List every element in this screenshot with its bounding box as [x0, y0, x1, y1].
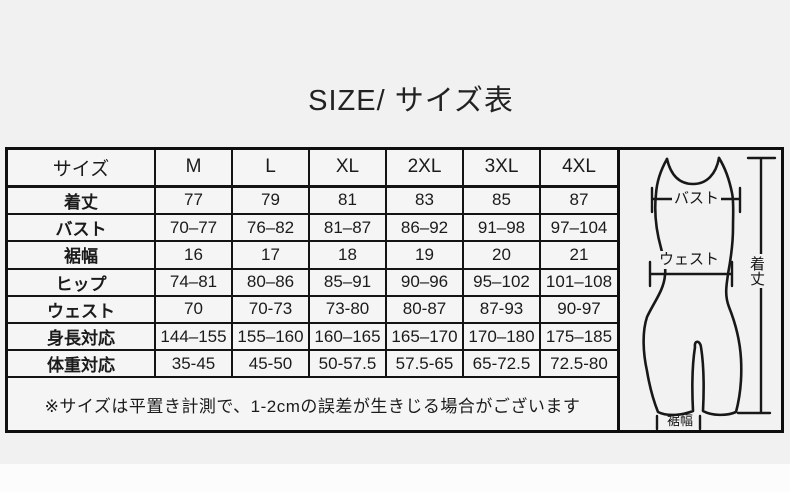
table-cell: 101–108	[539, 267, 618, 297]
header-size-m: M	[154, 148, 233, 188]
table-cell: 70–77	[154, 213, 233, 243]
row-label-bust: バスト	[7, 213, 156, 243]
measurement-note: ※サイズは平置き計測で、1-2cmの誤差が生きじる場合がございます	[7, 376, 618, 431]
header-size-3xl: 3XL	[462, 148, 541, 188]
table-cell: 16	[154, 240, 233, 270]
swimsuit-measurement-diagram: バスト ウェスト 着丈 裾幅	[617, 150, 781, 430]
header-size-2xl: 2XL	[385, 148, 464, 188]
header-size-label: サイズ	[7, 148, 156, 188]
table-cell: 35-45	[154, 349, 233, 379]
table-cell: 85–91	[308, 267, 387, 297]
table-cell: 21	[539, 240, 618, 270]
table-cell: 72.5-80	[539, 349, 618, 379]
table-row-hem-width: 裾幅 16 17 18 19 20 21	[7, 240, 618, 270]
table-cell: 86–92	[385, 213, 464, 243]
table-cell: 17	[231, 240, 310, 270]
table-row-waist: ウェスト 70 70-73 73-80 80-87 87-93 90-97	[7, 294, 618, 324]
table-cell: 70	[154, 294, 233, 324]
table-cell: 83	[385, 185, 464, 216]
table-cell: 57.5-65	[385, 349, 464, 379]
header-size-xl: XL	[308, 148, 387, 188]
table-cell: 74–81	[154, 267, 233, 297]
table-note-row: ※サイズは平置き計測で、1-2cmの誤差が生きじる場合がございます	[7, 376, 618, 431]
row-label-waist: ウェスト	[7, 294, 156, 324]
bottom-background-strip	[0, 464, 790, 492]
table-cell: 155–160	[231, 321, 310, 352]
table-cell: 81–87	[308, 213, 387, 243]
table-cell: 45-50	[231, 349, 310, 379]
table-row-hip: ヒップ 74–81 80–86 85–91 90–96 95–102 101–1…	[7, 267, 618, 297]
table-cell: 95–102	[462, 267, 541, 297]
table-cell: 76–82	[231, 213, 310, 243]
size-table: サイズ M L XL 2XL 3XL 4XL 着丈 77 79 81 83 85…	[7, 148, 618, 431]
header-size-l: L	[231, 148, 310, 188]
table-cell: 65-72.5	[462, 349, 541, 379]
table-cell: 19	[385, 240, 464, 270]
neckline-curve	[665, 156, 721, 186]
header-size-4xl: 4XL	[539, 148, 618, 188]
table-cell: 144–155	[154, 321, 233, 352]
table-cell: 20	[462, 240, 541, 270]
table-cell: 50-57.5	[308, 349, 387, 379]
hem-label: 裾幅	[666, 413, 693, 428]
row-label-hip: ヒップ	[7, 267, 156, 297]
table-cell: 97–104	[539, 213, 618, 243]
table-cell: 73-80	[308, 294, 387, 324]
waist-measure-line	[648, 260, 734, 288]
table-cell: 77	[154, 185, 233, 216]
table-cell: 87	[539, 185, 618, 216]
table-cell: 175–185	[539, 321, 618, 352]
table-header-row: サイズ M L XL 2XL 3XL 4XL	[7, 148, 618, 188]
swimsuit-outline-drawing	[642, 156, 777, 430]
row-label-weight-range: 体重対応	[7, 349, 156, 379]
page-title: SIZE/ サイズ表	[308, 85, 514, 117]
row-label-height-range: 身長対応	[7, 321, 156, 352]
table-cell: 18	[308, 240, 387, 270]
table-cell: 79	[231, 185, 310, 216]
table-cell: 165–170	[385, 321, 464, 352]
table-row-bust: バスト 70–77 76–82 81–87 86–92 91–98 97–104	[7, 213, 618, 243]
table-cell: 80–86	[231, 267, 310, 297]
length-label: 着丈	[747, 254, 765, 288]
bust-label: バスト	[672, 190, 722, 208]
table-cell: 90-97	[539, 294, 618, 324]
waist-label: ウェスト	[657, 251, 722, 269]
table-row-length: 着丈 77 79 81 83 85 87	[7, 185, 618, 216]
table-cell: 85	[462, 185, 541, 216]
table-cell: 80-87	[385, 294, 464, 324]
table-cell: 170–180	[462, 321, 541, 352]
table-row-height-range: 身長対応 144–155 155–160 160–165 165–170 170…	[7, 321, 618, 352]
size-chart-panel: サイズ M L XL 2XL 3XL 4XL 着丈 77 79 81 83 85…	[5, 147, 784, 433]
table-cell: 87-93	[462, 294, 541, 324]
table-row-weight-range: 体重対応 35-45 45-50 50-57.5 57.5-65 65-72.5…	[7, 349, 618, 379]
table-cell: 160–165	[308, 321, 387, 352]
row-label-length: 着丈	[7, 185, 156, 216]
hem-width-ticks	[655, 414, 702, 430]
table-cell: 91–98	[462, 213, 541, 243]
table-cell: 90–96	[385, 267, 464, 297]
table-cell: 70-73	[231, 294, 310, 324]
table-cell: 81	[308, 185, 387, 216]
row-label-hem-width: 裾幅	[7, 240, 156, 270]
